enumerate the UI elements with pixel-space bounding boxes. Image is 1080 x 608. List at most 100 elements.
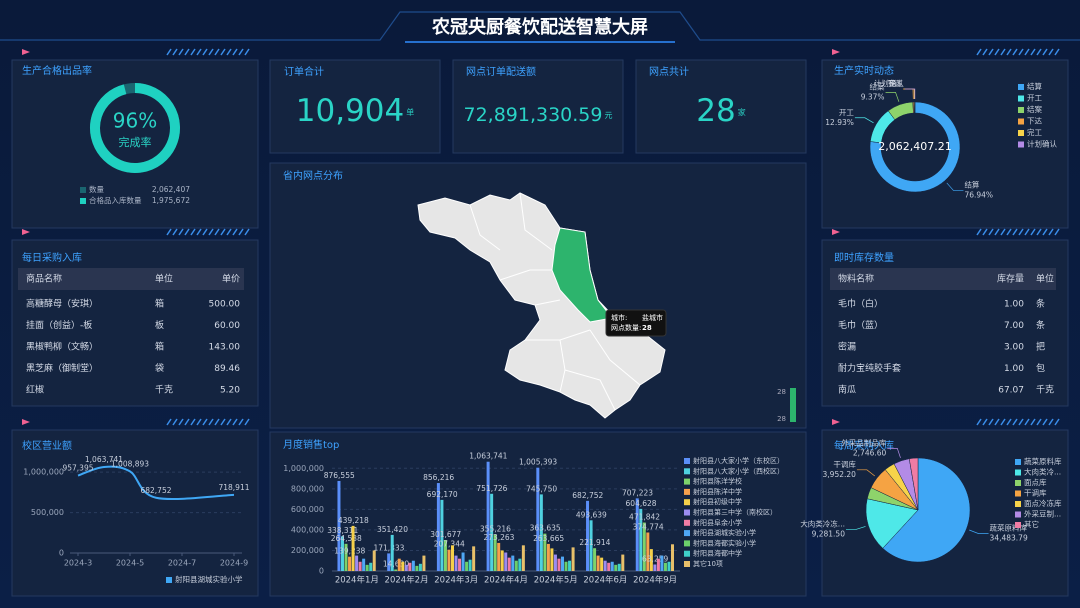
legend-swatch	[684, 519, 690, 526]
panel-stripe	[178, 418, 184, 426]
table-cell: 1.00	[1004, 364, 1024, 374]
x-tick-label: 2024年3月	[434, 575, 478, 586]
bar	[586, 500, 590, 571]
province-map: 城市: 盐城市 网点数量: 28 28 28	[417, 192, 796, 423]
table-cell: 袋	[155, 362, 164, 374]
legend-label: 干调库	[1024, 488, 1047, 498]
panel-stripe	[202, 418, 208, 426]
panel-arrow	[832, 229, 840, 235]
highlighted-city[interactable]	[551, 227, 613, 323]
y-tick-label: 800,000	[291, 484, 324, 493]
data-label: 139,238	[334, 547, 365, 556]
panel-stripe	[172, 48, 178, 56]
panel-stripe	[1036, 418, 1042, 426]
panel-title: 每日采购入库	[22, 251, 82, 264]
bar	[521, 545, 525, 571]
data-label: 221,914	[579, 538, 610, 547]
legend-label: 面点冷冻库	[1024, 498, 1062, 508]
panel-stripe	[238, 418, 244, 426]
legend-label: 射阳县第三中学（南校区）	[693, 508, 777, 517]
bar	[553, 554, 557, 571]
bar	[490, 493, 494, 571]
bar	[486, 461, 490, 571]
bar	[646, 532, 650, 571]
legend-label: 数量	[89, 184, 104, 194]
legend-label: 射阳县海都实验小学	[693, 538, 756, 547]
panel-stripe	[1036, 48, 1042, 56]
bar	[507, 557, 511, 571]
legend-swatch	[684, 509, 690, 516]
legend-swatch	[684, 550, 690, 557]
panel-stripe	[988, 418, 994, 426]
legend-label: 射阳县湖城实验小学	[175, 574, 243, 584]
y-tick-label: 0	[319, 567, 324, 576]
bar	[671, 544, 675, 571]
tooltip-value: 盐城市	[642, 313, 663, 322]
panel-stripe	[220, 48, 226, 56]
table-cell: 箱	[155, 298, 164, 310]
table-header-cell: 商品名称	[26, 273, 62, 285]
panel-stripe	[988, 228, 994, 236]
legend-label: 大肉类冷...	[1024, 467, 1061, 477]
bar	[667, 561, 671, 571]
bar	[642, 522, 646, 571]
x-tick-label: 2024年5月	[534, 575, 578, 586]
data-label: 707,223	[622, 488, 653, 497]
table-cell: 箱	[155, 341, 164, 353]
panel-title: 校区营业额	[22, 439, 72, 452]
panel	[269, 59, 441, 154]
bar	[593, 548, 597, 571]
slice-label: 完工	[888, 78, 903, 88]
panel-stripe	[220, 228, 226, 236]
gauge-arc	[90, 83, 180, 173]
bar	[436, 483, 440, 571]
x-tick-label: 2024年9月	[633, 575, 677, 586]
slice-label: 干调库	[833, 459, 856, 469]
slice-value: 34,483.79	[990, 534, 1028, 543]
kpi-unit: 家	[738, 107, 746, 117]
legend-swatch	[1018, 118, 1024, 125]
table-header	[830, 268, 1056, 290]
panel-stripe	[184, 418, 190, 426]
data-label: 301,677	[430, 530, 461, 539]
legend-swatch	[1015, 511, 1021, 518]
panel-stripe	[1012, 418, 1018, 426]
city-borders	[469, 192, 641, 411]
slice	[865, 498, 919, 549]
table-cell: 67.07	[998, 386, 1024, 396]
panel	[821, 59, 1069, 229]
slice-label: 开工	[839, 108, 854, 117]
legend-swatch	[166, 577, 172, 583]
panel-stripe	[214, 228, 220, 236]
panel-stripe	[994, 418, 1000, 426]
panel-title: 省内网点分布	[283, 169, 343, 182]
panel-stripe	[1048, 48, 1054, 56]
tooltip-label: 城市:	[611, 313, 627, 322]
table-cell: 南瓜	[838, 384, 856, 396]
panel-arrow	[22, 229, 30, 235]
slice-value: 2,746.60	[853, 448, 887, 457]
bar	[607, 562, 611, 571]
data-label: 439,218	[338, 516, 369, 525]
table-cell: 毛巾（蓝）	[838, 319, 883, 331]
data-label: 718,911	[218, 483, 249, 492]
data-label: 1,063,741	[469, 452, 507, 461]
data-label: 63,259	[642, 555, 668, 564]
panel-arrow	[832, 49, 840, 55]
data-label: 1,008,893	[111, 459, 149, 468]
panel-stripe	[226, 228, 232, 236]
label-line	[887, 448, 901, 458]
table-header-cell: 单位	[1036, 273, 1054, 285]
bar	[621, 554, 625, 571]
panel-stripe	[178, 228, 184, 236]
bar	[340, 536, 344, 571]
bar	[458, 558, 462, 571]
panel-stripe	[244, 48, 250, 56]
panel-stripe	[1030, 418, 1036, 426]
bar	[550, 548, 554, 571]
panel-stripe	[1018, 418, 1024, 426]
label-line	[885, 92, 900, 102]
panel-stripe	[232, 48, 238, 56]
bar	[411, 560, 415, 571]
panel	[452, 59, 624, 154]
